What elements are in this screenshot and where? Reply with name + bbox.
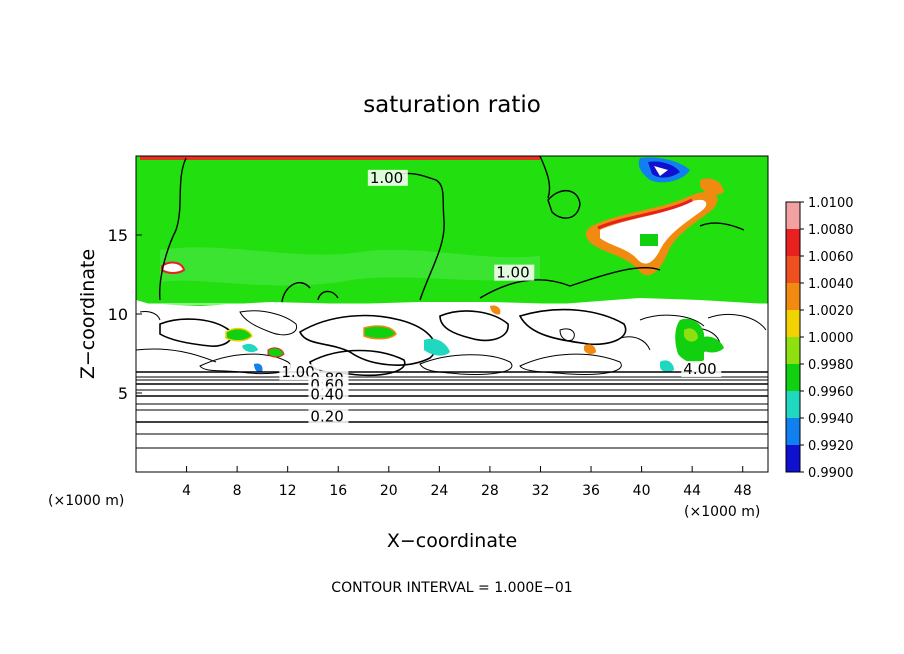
x-tick-label: 12 xyxy=(279,483,297,499)
y-tick-label: 15 xyxy=(108,226,128,245)
colorbar: 1.0100 1.0080 1.0060 1.0040 1.0020 1.0000 0.99… xyxy=(785,196,854,481)
contour-label: 4.00 xyxy=(683,360,716,378)
contour-label: 0.40 xyxy=(310,385,343,403)
colorbar-label: 1.0080 xyxy=(808,223,854,238)
contour-labels: 1.001.001.004.000.800.600.400.20 xyxy=(279,169,722,425)
contour-label-bg xyxy=(308,408,349,425)
y-axis-ticks: 5 10 15 xyxy=(108,226,142,403)
y-axis-label: Z−coordinate xyxy=(77,249,99,379)
x-tick-label: 28 xyxy=(481,483,499,499)
patch-left-white xyxy=(161,261,186,274)
contour-label-bg xyxy=(681,361,722,378)
x-axis-ticks: 4 8 12 16 20 24 28 32 36 40 44 48 xyxy=(182,466,752,499)
colorbar-segment xyxy=(786,202,800,230)
x-tick-label: 40 xyxy=(633,483,651,499)
colorbar-label: 0.9980 xyxy=(808,358,854,373)
top-edge-strip xyxy=(140,156,540,160)
contour-label: 1.00 xyxy=(496,264,529,282)
colorbar-segment xyxy=(786,445,800,473)
lower-contours xyxy=(136,371,768,449)
colorbar-segment xyxy=(786,364,800,392)
colorbar-label: 1.0020 xyxy=(808,304,854,319)
colorbar-label: 0.9920 xyxy=(808,439,854,454)
mid-patches xyxy=(225,305,724,373)
x-tick-label: 20 xyxy=(380,483,398,499)
patch-green-core xyxy=(640,234,658,246)
contour-label: 1.00 xyxy=(281,363,314,381)
contour-label-bg xyxy=(367,169,408,186)
colorbar-segment xyxy=(786,256,800,284)
colorbar-label: 1.0040 xyxy=(808,277,854,292)
colorbar-segment xyxy=(786,418,800,446)
contour-interval-note: CONTOUR INTERVAL = 1.000E−01 xyxy=(331,580,572,596)
patch-orange-rim xyxy=(700,178,724,195)
contour-label: 1.00 xyxy=(370,169,403,187)
patch-high-saturation-inner xyxy=(600,199,707,264)
x-axis-label: X−coordinate xyxy=(387,530,517,552)
y-tick-label: 10 xyxy=(108,305,128,324)
colorbar-segment xyxy=(786,310,800,338)
colorbar-label: 0.9900 xyxy=(808,466,854,481)
colorbar-label: 1.0000 xyxy=(808,331,854,346)
colorbar-label: 0.9940 xyxy=(808,412,854,427)
patch-red-ring xyxy=(597,198,693,230)
contour-label-bg xyxy=(308,386,349,403)
contour-label: 0.20 xyxy=(310,407,343,425)
x-tick-label: 4 xyxy=(182,483,191,499)
x-tick-label: 48 xyxy=(734,483,752,499)
x-tick-label: 24 xyxy=(430,483,448,499)
colorbar-label: 1.0100 xyxy=(808,196,854,211)
colorbar-segment xyxy=(786,391,800,419)
upper-contours xyxy=(158,156,745,303)
y-tick-label: 5 xyxy=(118,384,128,403)
plot-area xyxy=(136,156,768,472)
colorbar-segment xyxy=(786,229,800,257)
x-tick-label: 44 xyxy=(683,483,701,499)
colorbar-label: 1.0060 xyxy=(808,250,854,265)
contour-label-bg xyxy=(494,264,535,281)
x-tick-label: 8 xyxy=(233,483,242,499)
colorbar-segment xyxy=(786,337,800,365)
patch-white-core xyxy=(654,166,668,176)
x-unit-left: (×1000 m) xyxy=(48,493,124,509)
x-unit-right: (×1000 m) xyxy=(684,504,760,520)
x-tick-label: 36 xyxy=(582,483,600,499)
chart-title: saturation ratio xyxy=(363,92,541,118)
colorbar-label: 0.9960 xyxy=(808,385,854,400)
upper-layer-light-band xyxy=(160,247,540,286)
colorbar-segment xyxy=(786,283,800,311)
x-tick-label: 16 xyxy=(329,483,347,499)
x-tick-label: 32 xyxy=(532,483,550,499)
